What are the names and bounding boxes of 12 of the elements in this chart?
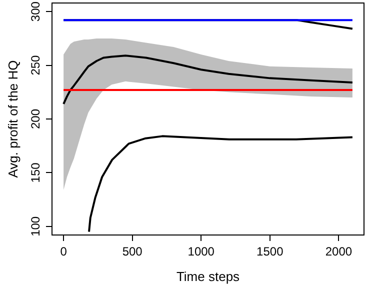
x-tick-label: 500 [122, 244, 143, 259]
x-axis-title: Time steps [176, 268, 240, 284]
x-tick-label: 1500 [256, 244, 284, 259]
y-tick-label: 300 [28, 1, 42, 22]
y-tick-label: 150 [28, 162, 42, 183]
x-tick-label: 1000 [188, 244, 215, 259]
x-tick-label: 2000 [325, 244, 352, 259]
y-tick-label: 100 [28, 216, 42, 236]
x-tick-label: 0 [60, 244, 68, 259]
y-axis-title: Avg. profit of the HQ [5, 60, 20, 178]
y-tick-label: 200 [28, 108, 42, 130]
y-tick-label: 250 [28, 54, 42, 76]
